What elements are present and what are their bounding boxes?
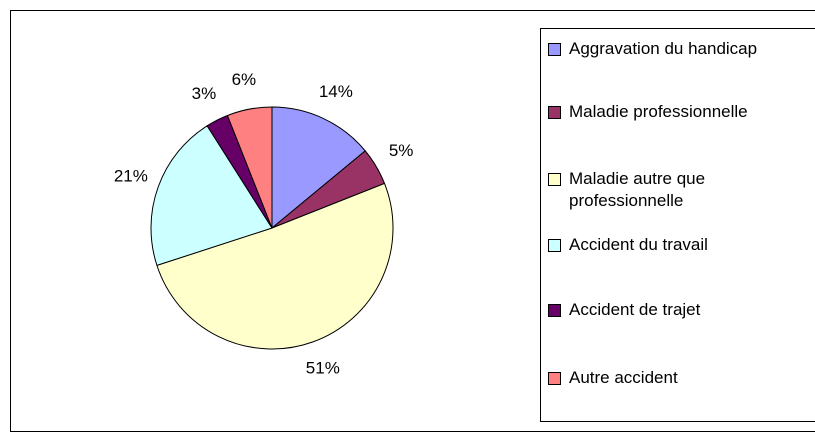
pie-slice	[226, 106, 273, 229]
legend-item: Aggravation du handicap	[548, 38, 810, 60]
legend-swatch	[548, 304, 561, 317]
legend-label: Autre accident	[569, 368, 678, 387]
legend-item: Maladie professionnelle	[548, 101, 810, 123]
legend-swatch	[548, 106, 561, 119]
legend-label: Maladie professionnelle	[569, 102, 748, 121]
chart-border	[10, 10, 815, 432]
data-label: 5%	[389, 141, 414, 160]
legend-swatch	[548, 173, 561, 186]
pie-slice	[156, 182, 394, 350]
pie-slice	[271, 106, 366, 230]
legend-label: Aggravation du handicap	[569, 39, 758, 58]
legend-item: Maladie autre que professionnelle	[548, 168, 810, 212]
data-label: 21%	[114, 167, 148, 186]
legend-swatch	[548, 372, 561, 385]
legend-label: Maladie autre que professionnelle	[569, 169, 706, 210]
legend-swatch	[548, 239, 561, 252]
legend-label: Accident de trajet	[569, 300, 701, 319]
legend-swatch	[548, 43, 561, 56]
data-label: 51%	[306, 359, 340, 378]
legend-label: Accident du travail	[569, 235, 708, 254]
legend: Aggravation du handicap Maladie professio…	[540, 28, 815, 422]
legend-item: Accident de trajet	[548, 299, 810, 321]
data-label: 3%	[192, 84, 217, 103]
legend-item: Autre accident	[548, 367, 810, 389]
data-label: 6%	[232, 70, 257, 89]
data-label: 14%	[319, 82, 353, 101]
legend-item: Accident du travail	[548, 234, 810, 256]
pie-slice	[150, 125, 273, 267]
